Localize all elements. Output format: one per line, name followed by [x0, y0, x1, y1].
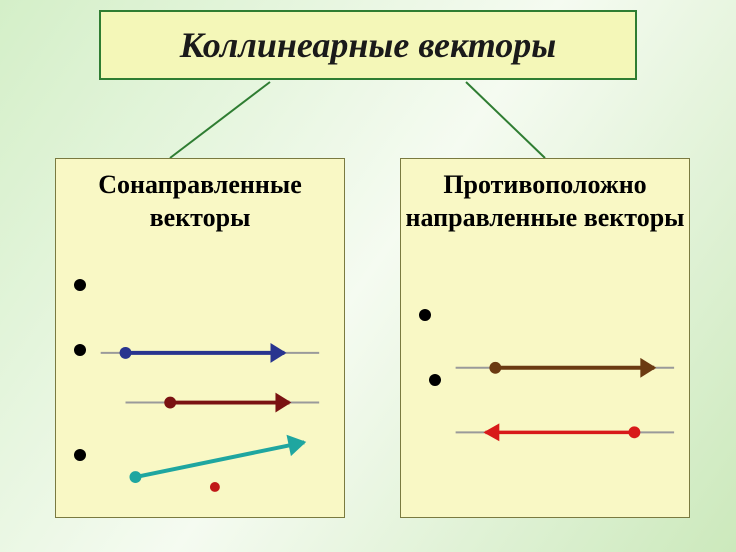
- bullet-dot: [74, 449, 86, 461]
- title-text: Коллинеарные векторы: [180, 24, 556, 66]
- panel-opposite: Противоположно направленные векторы: [400, 158, 690, 518]
- bullet-dot: [419, 309, 431, 321]
- bullet-dot: [74, 279, 86, 291]
- bullet-dot: [429, 374, 441, 386]
- panel-opposite-svg: [401, 159, 689, 517]
- panel-codirectional-svg: [56, 159, 344, 517]
- panel-codirectional: Сонаправленные векторы: [55, 158, 345, 518]
- title-box: Коллинеарные векторы: [99, 10, 637, 80]
- bullet-dot: [74, 344, 86, 356]
